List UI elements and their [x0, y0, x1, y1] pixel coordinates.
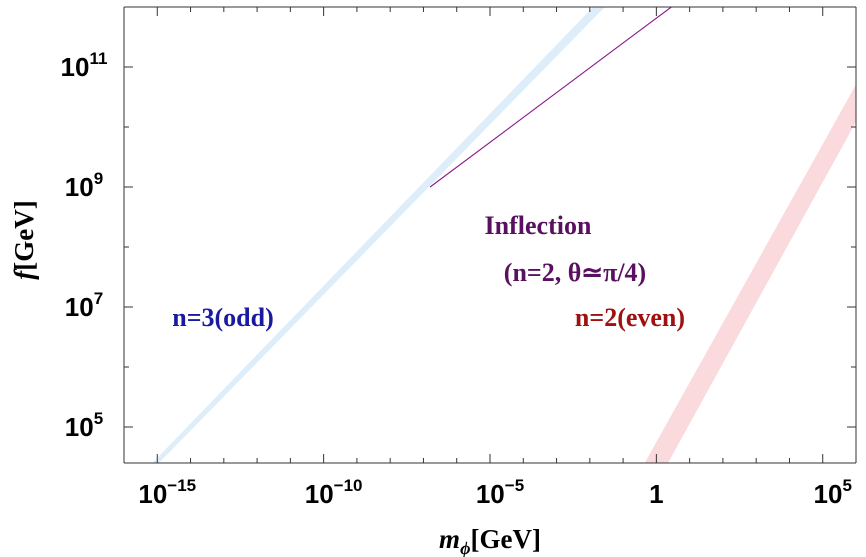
y-tick-label-1: 107 — [65, 289, 103, 322]
y-tick-label-0: 105 — [65, 409, 103, 442]
series-inflection-line — [429, 7, 672, 188]
y-tick-label-0-exp: 5 — [94, 409, 103, 428]
x-axis-title-symbol: m — [439, 524, 460, 554]
label-n2-even: n=2(even) — [575, 303, 685, 332]
x-tick-label-4-base: 10 — [814, 479, 843, 509]
x-tick-label-4-exp: 5 — [842, 476, 851, 495]
series-layer — [152, 7, 856, 463]
y-tick-label-3-exp: 11 — [89, 49, 107, 68]
x-axis-title-subscript: ϕ — [460, 538, 470, 557]
x-tick-label-3-base: 1 — [649, 479, 663, 509]
y-tick-label-0-base: 10 — [65, 412, 94, 442]
series-n-2-even-band — [644, 84, 856, 463]
x-tick-label-1: 10−10 — [305, 476, 363, 509]
series-n-3-odd-band — [152, 7, 605, 463]
x-tick-label-0-exp: −15 — [167, 476, 196, 495]
label-inflection: Inflection — [485, 211, 592, 240]
y-tick-label-1-exp: 7 — [94, 289, 103, 308]
axis-ticks — [123, 6, 857, 463]
x-tick-label-0: 10−15 — [138, 476, 196, 509]
y-axis-title: f[GeV] — [9, 200, 39, 279]
x-tick-label-1-base: 10 — [305, 479, 334, 509]
x-tick-label-3: 1 — [649, 479, 663, 509]
x-tick-label-4: 105 — [814, 476, 852, 509]
label-n3-odd: n=3(odd) — [172, 303, 274, 332]
y-tick-label-3: 1011 — [61, 49, 108, 82]
x-tick-label-2-base: 10 — [476, 479, 505, 509]
x-tick-label-2-exp: −5 — [505, 476, 524, 495]
y-tick-label-1-base: 10 — [65, 292, 94, 322]
label-inflection-params: (n=2, θ≃π/4) — [504, 258, 646, 287]
y-tick-label-2-base: 10 — [65, 172, 94, 202]
x-tick-label-2: 10−5 — [476, 476, 524, 509]
x-tick-label-0-base: 10 — [138, 479, 167, 509]
y-axis-title-unit: [GeV] — [9, 200, 39, 270]
x-tick-label-1-exp: −10 — [334, 476, 363, 495]
y-tick-label-2-exp: 9 — [94, 169, 103, 188]
labels: 10−15 10−10 10−5 1 1051051071091011mϕ[GeV]f[… — [9, 49, 852, 557]
y-tick-label-3-base: 10 — [61, 52, 90, 82]
x-axis-title-unit: [GeV] — [470, 524, 540, 554]
y-tick-label-2: 109 — [65, 169, 103, 202]
x-axis-title: mϕ[GeV] — [439, 524, 541, 557]
